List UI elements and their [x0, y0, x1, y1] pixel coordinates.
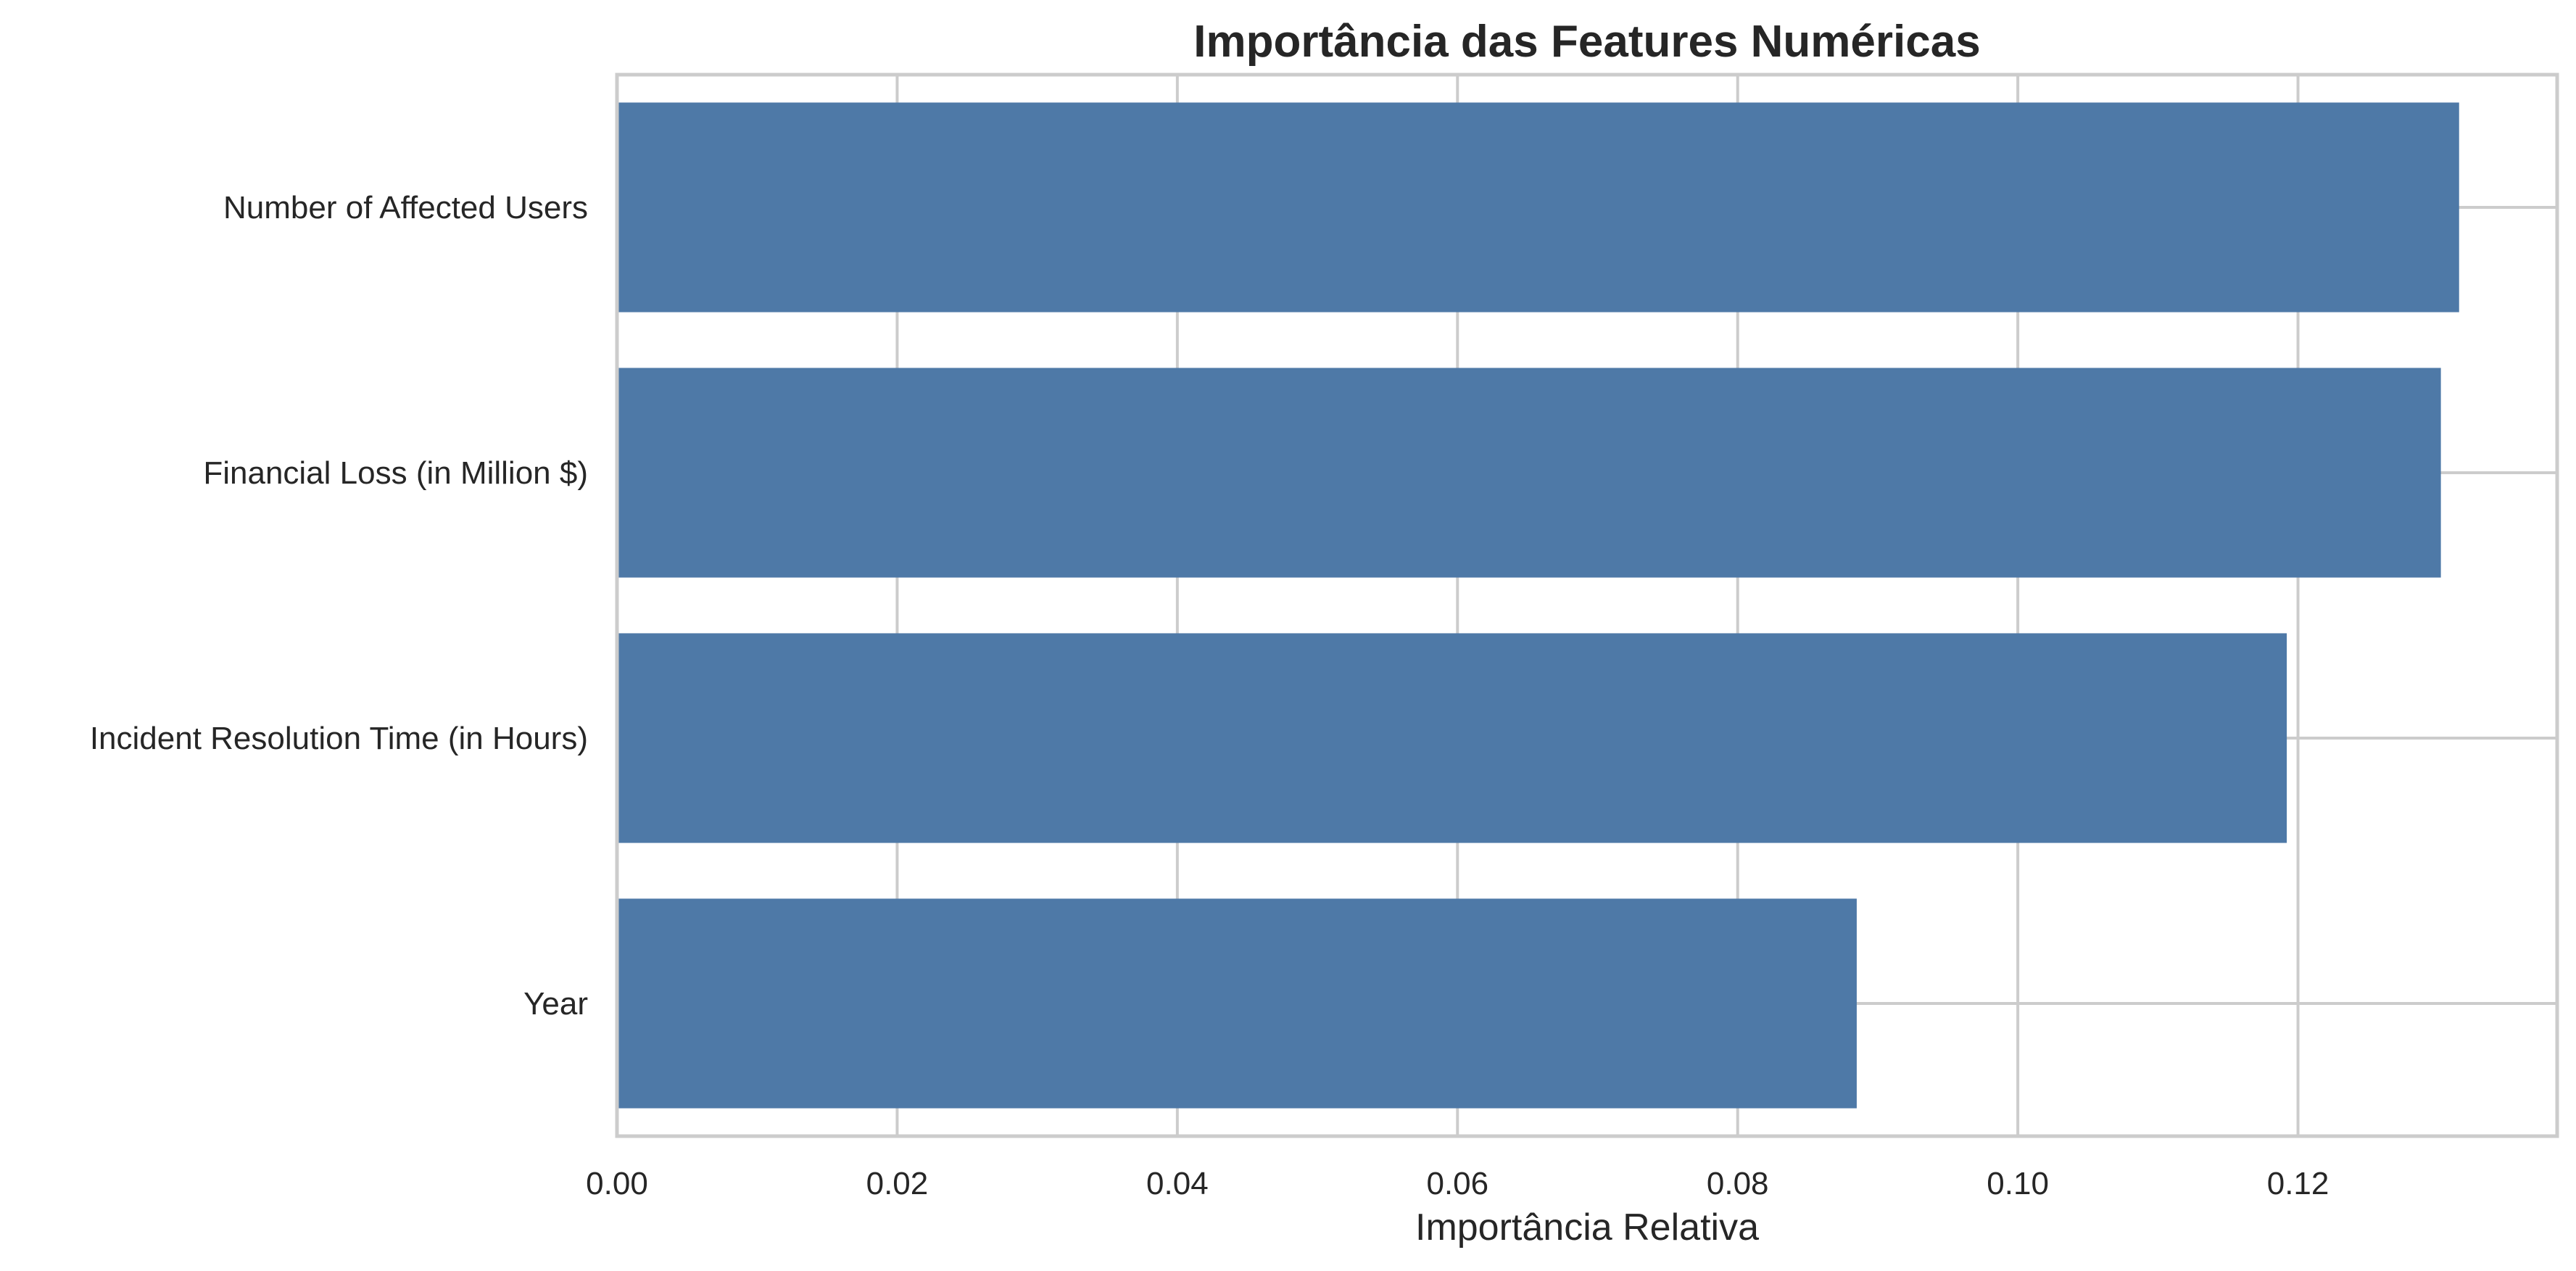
bar	[617, 102, 2459, 312]
x-tick-label: 0.06	[1426, 1166, 1488, 1201]
bar	[617, 898, 1857, 1109]
x-tick-labels: 0.00 0.02 0.04 0.06 0.08 0.10 0.12	[586, 1166, 2329, 1201]
bars	[617, 102, 2459, 1109]
x-tick-label: 0.04	[1146, 1166, 1209, 1201]
x-tick-label: 0.12	[2267, 1166, 2329, 1201]
axes-frame	[615, 73, 2559, 1138]
bar	[617, 368, 2441, 578]
y-tick-label: Incident Resolution Time (in Hours)	[90, 721, 588, 756]
x-axis-title: Importância Relativa	[1415, 1206, 1759, 1249]
y-tick-label: Financial Loss (in Million $)	[203, 455, 588, 491]
x-tick-label: 0.10	[1987, 1166, 2049, 1201]
x-tick-label: 0.00	[586, 1166, 648, 1201]
bar	[617, 633, 2287, 843]
y-tick-labels: Number of Affected Users Financial Loss (…	[90, 190, 588, 1022]
x-tick-label: 0.02	[866, 1166, 929, 1201]
y-tick-label: Year	[523, 986, 588, 1022]
y-tick-label: Number of Affected Users	[223, 190, 588, 225]
x-tick-label: 0.08	[1707, 1166, 1769, 1201]
chart-title: Importância das Features Numéricas	[1193, 17, 1980, 67]
y-gridlines	[617, 206, 2557, 1005]
